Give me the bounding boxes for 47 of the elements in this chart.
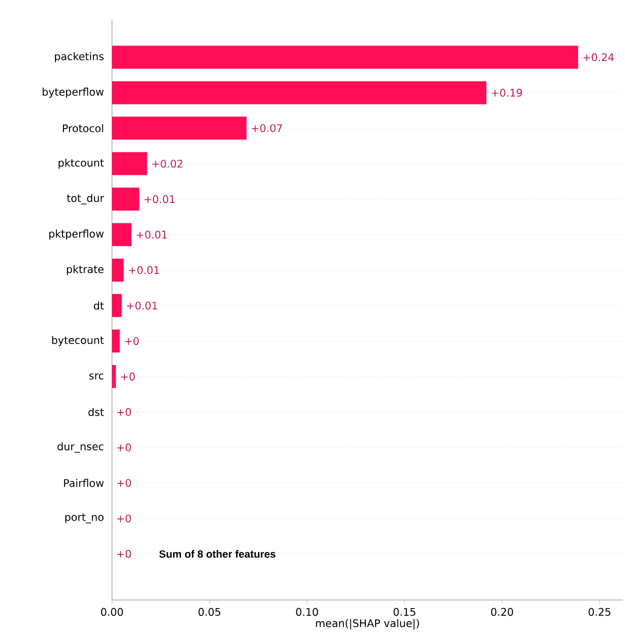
bar [112, 258, 124, 282]
data-label: +0 [117, 408, 131, 416]
annotation: Sum of 8 other features [159, 550, 276, 558]
data-label: +0 [121, 372, 135, 380]
data-label: +0.24 [583, 53, 614, 62]
y-tick-label: pktperflow [49, 230, 104, 240]
bar [112, 330, 120, 353]
data-label: +0.07 [252, 124, 282, 132]
y-tick-label: pktrate [66, 265, 104, 276]
x-tick-label: 0.20 [491, 608, 514, 616]
data-label: +0.01 [136, 230, 167, 239]
bar [112, 294, 122, 318]
data-label: +0.02 [152, 160, 182, 168]
y-tick-label: dt [94, 302, 104, 310]
y-tick-label: tot_dur [66, 194, 104, 204]
bar [112, 365, 116, 388]
data-label: +0 [117, 514, 131, 522]
x-tick-label: 0.00 [101, 608, 123, 616]
bar [112, 116, 247, 140]
data-label: +0 [117, 550, 131, 558]
data-label: +0 [117, 478, 131, 487]
data-label: +0 [117, 443, 131, 452]
data-label: +0 [125, 337, 139, 345]
x-tick-label: 0.25 [588, 608, 610, 616]
bar [112, 223, 132, 246]
x-tick-label: 0.05 [198, 608, 220, 616]
y-tick-label: bytecount [52, 336, 104, 346]
y-tick-label: pktcount [58, 158, 104, 169]
bar [112, 188, 140, 211]
y-tick-label: Protocol [62, 124, 104, 132]
x-tick-label: 0.10 [296, 608, 318, 616]
y-tick-label: port_no [65, 513, 104, 524]
data-label: +0.01 [144, 195, 175, 204]
bar [112, 46, 578, 69]
bar [112, 81, 486, 104]
data-label: +0.19 [492, 88, 522, 97]
bar [112, 152, 148, 176]
x-axis-title: mean(|SHAP value|) [316, 619, 419, 630]
y-tick-label: byteperflow [42, 88, 104, 98]
y-tick-label: dur_nsec [58, 442, 104, 453]
x-tick-label: 0.15 [394, 608, 416, 616]
data-label: +0.01 [127, 302, 158, 310]
y-tick-label: src [89, 374, 104, 380]
y-tick-label: packetins [55, 52, 104, 62]
y-tick-label: dst [88, 408, 104, 416]
data-label: +0.01 [129, 266, 159, 274]
y-tick-label: Pairflow [64, 478, 104, 487]
